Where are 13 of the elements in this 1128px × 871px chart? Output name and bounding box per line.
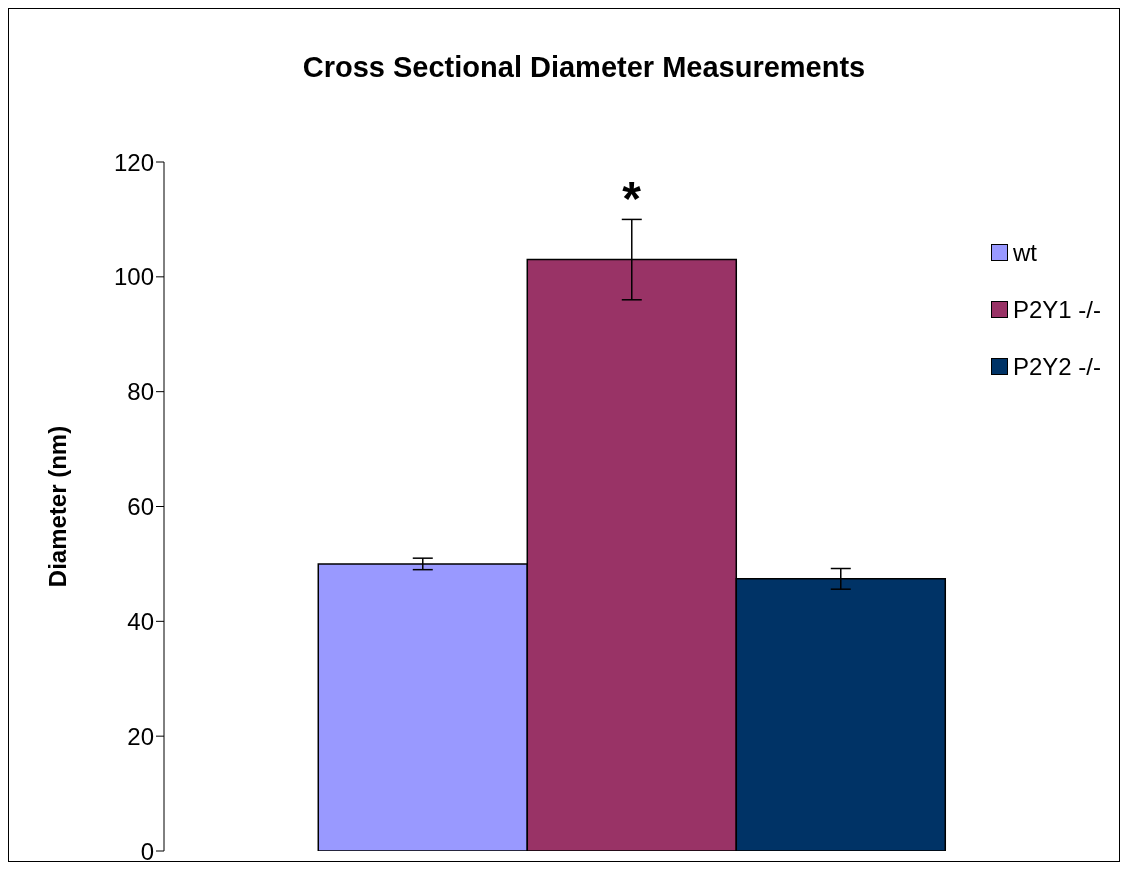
- y-axis-title: Diameter (nm): [43, 425, 71, 588]
- legend-label: P2Y1 -/-: [1012, 295, 1101, 324]
- y-tick-label: 0: [140, 837, 154, 865]
- y-tick-label: 120: [113, 148, 154, 176]
- y-tick-label: 40: [127, 607, 154, 635]
- y-tick-label: 80: [127, 378, 154, 406]
- chart-title: Cross Sectional Diameter Measurements: [301, 50, 867, 85]
- y-tick-label: 100: [113, 263, 154, 291]
- legend-label: wt: [1012, 238, 1037, 267]
- y-tick-label: 20: [127, 722, 154, 750]
- annotation: *: [622, 172, 642, 226]
- y-tick-label: 60: [127, 493, 154, 521]
- legend-label: P2Y2 -/-: [1012, 352, 1101, 381]
